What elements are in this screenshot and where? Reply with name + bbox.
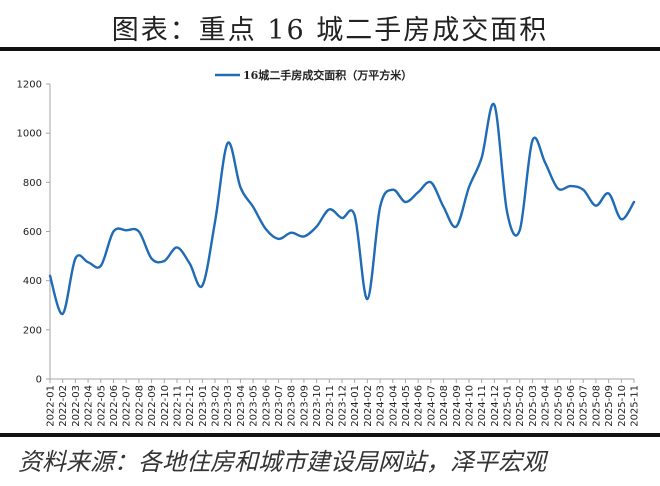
- footer-divider: [0, 433, 660, 437]
- chart-title: 图表：重点 16 城二手房成交面积: [111, 15, 549, 46]
- legend-label: 16城二手房成交面积（万平方米）: [243, 68, 412, 82]
- x-tick-label: 2022-03: [71, 385, 82, 427]
- x-tick-label: 2023-04: [236, 385, 247, 427]
- x-tick-label: 2025-04: [541, 385, 552, 427]
- x-tick-label: 2023-03: [223, 385, 234, 427]
- x-tick-label: 2022-01: [46, 385, 57, 427]
- x-tick-label: 2022-07: [122, 385, 133, 427]
- x-tick-label: 2023-12: [338, 385, 349, 427]
- x-tick-label: 2024-11: [477, 385, 488, 427]
- y-tick-label: 1000: [17, 129, 42, 140]
- x-tick-label: 2022-10: [160, 385, 171, 427]
- x-axis: 2022-01 2022-02 2022-03 2022-04 2022-05 2022-…: [46, 378, 641, 427]
- x-tick-label: 2024-12: [490, 385, 501, 427]
- x-tick-label: 2023-10: [312, 385, 323, 427]
- x-tick-label: 2022-08: [134, 385, 145, 427]
- x-tick-label: 2023-02: [211, 385, 222, 427]
- x-tick-label: 2024-01: [350, 385, 361, 427]
- x-tick-label: 2024-05: [401, 385, 412, 427]
- y-tick-label: 800: [23, 178, 42, 189]
- x-tick-label: 2023-06: [261, 385, 272, 427]
- source-note: 资料来源：各地住房和城市建设局网站，泽平宏观: [18, 448, 546, 476]
- x-tick-label: 2025-06: [566, 385, 577, 427]
- x-tick-label: 2022-05: [96, 385, 107, 427]
- x-tick-label: 2025-02: [515, 385, 526, 427]
- x-tick-label: 2023-08: [287, 385, 298, 427]
- x-tick-label: 2025-08: [591, 385, 602, 427]
- x-tick-label: 2025-09: [604, 385, 615, 427]
- x-tick-label: 2022-02: [58, 385, 69, 427]
- x-tick-label: 2025-03: [528, 385, 539, 427]
- x-tick-label: 2025-11: [630, 385, 641, 427]
- y-tick-label: 0: [36, 375, 42, 386]
- x-tick-label: 2024-06: [414, 385, 425, 427]
- series-line: [48, 102, 636, 316]
- y-tick-label: 600: [23, 227, 42, 238]
- x-tick-label: 2025-05: [553, 385, 564, 427]
- x-tick-label: 2025-01: [503, 385, 514, 427]
- x-tick-label: 2024-03: [376, 385, 387, 427]
- x-tick-label: 2024-10: [464, 385, 475, 427]
- x-tick-label: 2023-05: [249, 385, 260, 427]
- x-tick-label: 2024-04: [388, 385, 399, 427]
- x-tick-label: 2024-02: [363, 385, 374, 427]
- y-axis: 0 200 400 600 800 1000 1200: [17, 80, 51, 386]
- x-tick-label: 2024-09: [452, 385, 463, 427]
- x-tick-label: 2023-01: [198, 385, 209, 427]
- x-tick-label: 2023-11: [325, 385, 336, 427]
- x-tick-label: 2022-12: [185, 385, 196, 427]
- y-tick-label: 200: [23, 325, 42, 336]
- x-tick-label: 2022-09: [147, 385, 158, 427]
- x-tick-label: 2023-09: [299, 385, 310, 427]
- x-tick-label: 2022-06: [109, 385, 120, 427]
- title-divider: [0, 47, 660, 51]
- x-tick-label: 2022-04: [84, 385, 95, 427]
- legend: 16城二手房成交面积（万平方米）: [215, 68, 412, 82]
- x-tick-label: 2025-07: [579, 385, 590, 427]
- y-tick-label: 400: [23, 276, 42, 287]
- x-tick-label: 2024-08: [439, 385, 450, 427]
- y-tick-label: 1200: [17, 80, 42, 91]
- x-tick-label: 2023-07: [274, 385, 285, 427]
- x-tick-label: 2022-11: [172, 385, 183, 427]
- x-tick-label: 2025-10: [617, 385, 628, 427]
- x-tick-label: 2024-07: [426, 385, 437, 427]
